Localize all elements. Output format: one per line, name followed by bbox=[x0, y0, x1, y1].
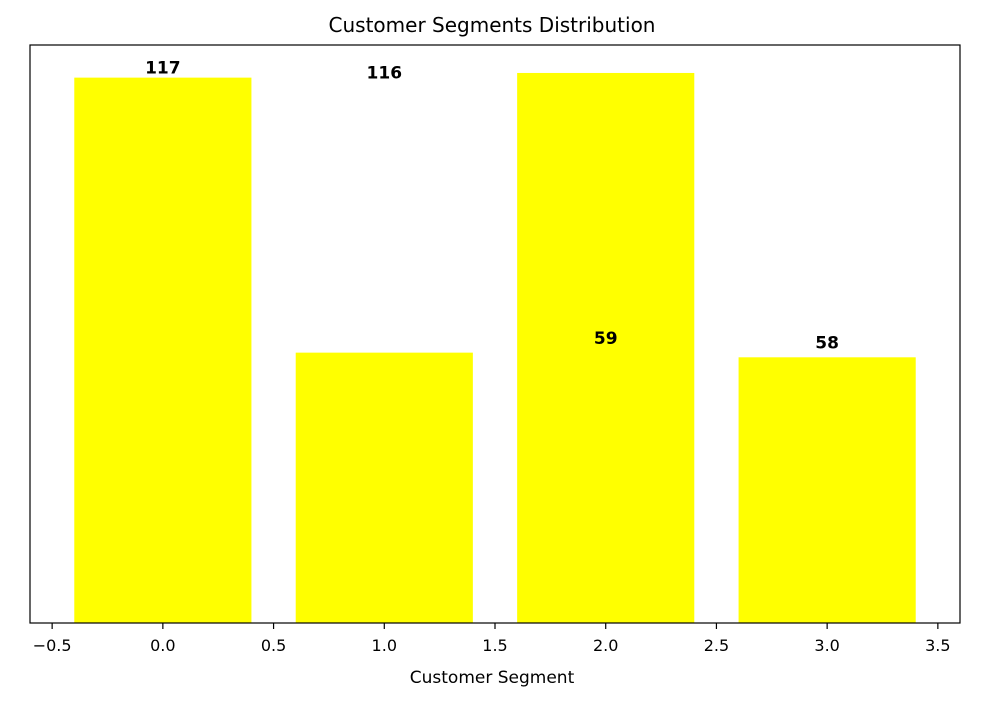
bars-group bbox=[74, 72, 916, 624]
chart-title: Customer Segments Distribution bbox=[329, 13, 656, 37]
x-tick-label: −0.5 bbox=[33, 636, 72, 655]
x-tick-label: 0.5 bbox=[261, 636, 286, 655]
x-axis-label: Customer Segment bbox=[410, 668, 575, 688]
x-axis-ticks: −0.5 0.0 0.5 1.0 1.5 2.0 2.5 3.0 3.5 bbox=[33, 623, 951, 655]
x-tick-label: 3.0 bbox=[814, 636, 839, 655]
x-tick-label: 0.0 bbox=[150, 636, 175, 655]
bar-3 bbox=[738, 357, 916, 623]
x-tick-label: 2.5 bbox=[704, 636, 729, 655]
data-label-2: 59 bbox=[594, 329, 618, 349]
data-label-0: 117 bbox=[145, 59, 181, 79]
data-label-1: 116 bbox=[367, 63, 403, 83]
data-label-3: 58 bbox=[815, 334, 839, 354]
x-tick-label: 1.0 bbox=[372, 636, 397, 655]
x-tick-label: 3.5 bbox=[925, 636, 950, 655]
bar-2 bbox=[517, 72, 695, 623]
bar-1 bbox=[295, 352, 473, 623]
x-tick-label: 1.5 bbox=[482, 636, 507, 655]
x-tick-label: 2.0 bbox=[593, 636, 618, 655]
bar-0 bbox=[74, 77, 252, 624]
data-labels-group: 117 116 59 58 bbox=[145, 59, 839, 354]
